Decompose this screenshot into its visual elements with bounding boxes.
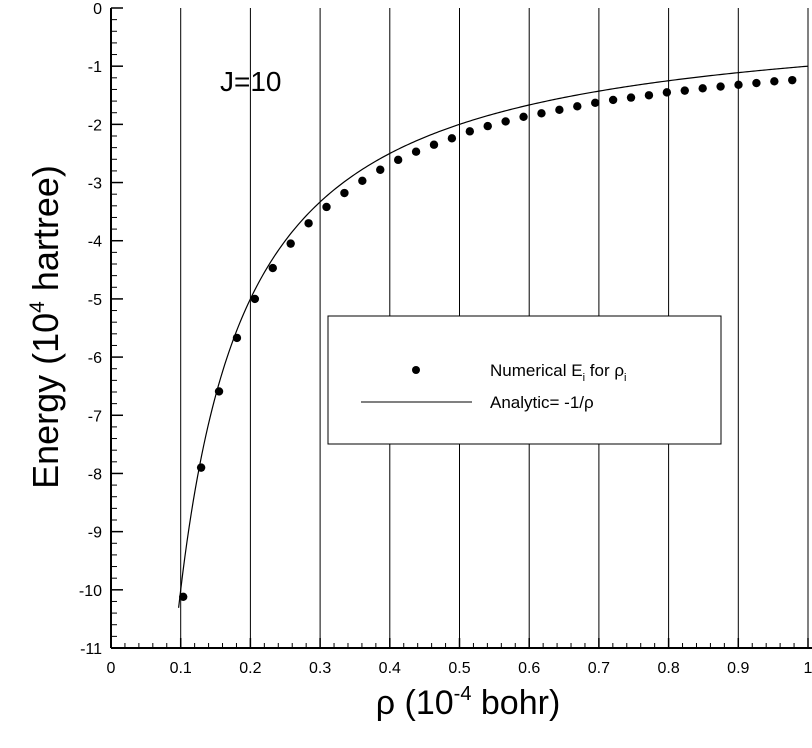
x-tick-label: 1 [804,660,812,677]
y-axis-title: Energy (104 hartree) [25,165,66,489]
legend-label-analytic: Analytic= -1/ρ [490,393,594,412]
data-point [770,77,779,86]
data-point [752,78,761,88]
data-point [268,263,277,273]
data-point [788,75,797,85]
data-point [644,91,654,100]
data-point [698,84,707,93]
series [178,65,809,608]
data-point [465,127,475,136]
data-point [179,592,188,601]
x-tick-label: 0 [107,660,116,677]
y-tick-label: -11 [80,641,102,658]
data-point [483,121,492,131]
y-tick-label: 0 [93,1,102,18]
data-point [716,82,725,91]
data-point [286,239,295,248]
x-tick-label: 0.9 [727,660,749,677]
data-point [196,463,206,472]
data-point [734,80,743,90]
data-point [626,93,636,102]
x-tick-label: 0.7 [588,660,610,677]
data-point [573,102,582,111]
ticks: 0 0.1 0.2 0.3 0.4 0.5 0.6 0.7 0.8 0.9 1 0 -1 -2 -3 -4 -5… [79,1,812,677]
data-point [340,188,349,198]
data-point [555,105,564,115]
data-point [393,155,403,165]
x-tick-label: 0.6 [518,660,540,677]
y-tick-label: -2 [88,117,102,134]
data-point [680,86,689,95]
x-axis-title: ρ (10-4 bohr) [376,683,561,722]
y-tick-label: -1 [88,59,102,76]
data-point [322,202,331,212]
data-point [214,387,224,396]
analytic-curve [178,65,809,608]
data-point [447,134,457,143]
data-point [429,140,439,149]
data-point [358,176,367,185]
data-point [591,98,600,108]
y-tick-label: -3 [88,176,102,193]
x-tick-label: 0.5 [448,660,470,677]
x-tick-label: 0.1 [170,660,192,677]
x-tick-label: 0.4 [379,660,401,677]
data-point [250,294,260,304]
data-point [608,95,618,105]
data-point [519,112,528,122]
legend-marker-numerical [412,366,420,374]
y-tick-label: -5 [88,292,102,309]
data-point [501,117,510,126]
y-tick-label: -7 [88,408,102,425]
data-point [376,165,385,174]
axes [110,8,812,649]
y-tick-label: -6 [88,350,102,367]
annotation-label: J=10 [220,66,282,97]
x-tick-label: 0.8 [657,660,679,677]
data-point [411,147,421,156]
data-point [232,333,242,343]
x-tick-label: 0.2 [239,660,261,677]
legend-box [327,315,722,445]
y-tick-label: -10 [79,583,102,600]
y-tick-label: -9 [88,525,102,542]
y-tick-label: -4 [88,234,102,251]
data-point [662,88,672,97]
y-tick-label: -8 [88,466,102,483]
data-point [304,219,313,228]
legend: Numerical Ei for ρi Analytic= -1/ρ [327,315,722,445]
x-tick-label: 0.3 [309,660,331,677]
legend-label-numerical: Numerical Ei for ρi [490,361,626,384]
data-point [537,109,546,118]
